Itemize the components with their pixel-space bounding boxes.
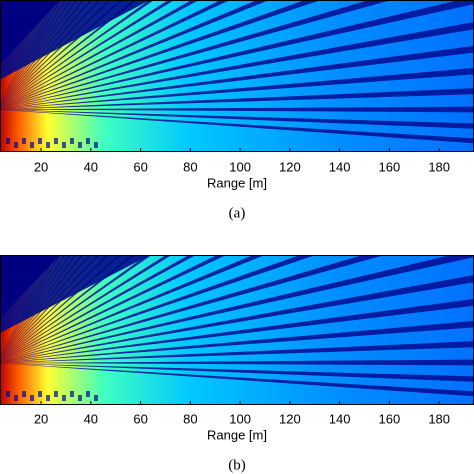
dark-stripe bbox=[0, 0, 321, 109]
caption: (a) bbox=[229, 205, 246, 221]
dark-stripe bbox=[0, 0, 392, 109]
x-tick-label: 40 bbox=[84, 159, 98, 174]
x-tick-label: 100 bbox=[229, 159, 251, 174]
dark-stripe bbox=[0, 67, 474, 110]
x-tick-label: 180 bbox=[428, 159, 450, 174]
near-field bbox=[22, 391, 26, 397]
x-tick-label: 80 bbox=[183, 159, 197, 174]
near-field bbox=[62, 142, 66, 148]
dark-stripe bbox=[0, 0, 112, 106]
near-field bbox=[30, 142, 34, 148]
dark-region bbox=[0, 255, 60, 318]
dark-stripe bbox=[0, 109, 474, 144]
dark-stripe bbox=[0, 0, 155, 107]
x-tick-label: 140 bbox=[329, 159, 351, 174]
near-field bbox=[6, 391, 10, 397]
x-tick-label: 40 bbox=[84, 411, 98, 426]
dark-stripe bbox=[0, 341, 474, 363]
x-tick-label: 180 bbox=[428, 411, 450, 426]
dark-stripe bbox=[0, 109, 474, 129]
dark-stripe bbox=[0, 22, 474, 109]
near-field bbox=[6, 138, 10, 144]
near-field bbox=[38, 391, 42, 397]
x-tick-label: 140 bbox=[329, 411, 351, 426]
dark-stripe bbox=[0, 320, 474, 363]
dark-region bbox=[0, 0, 60, 65]
near-field bbox=[86, 138, 90, 144]
dark-stripe bbox=[0, 255, 385, 362]
near-field bbox=[38, 138, 42, 144]
dark-stripe bbox=[0, 0, 138, 107]
dark-stripe bbox=[0, 363, 474, 382]
heatmap bbox=[0, 255, 474, 405]
x-axis-label: Range [m] bbox=[207, 427, 267, 442]
dark-stripe bbox=[0, 255, 265, 362]
x-tick-label: 80 bbox=[183, 411, 197, 426]
near-field bbox=[86, 391, 90, 397]
dark-stripe bbox=[0, 45, 474, 109]
near-field bbox=[22, 138, 26, 144]
near-field bbox=[70, 138, 74, 144]
near-field bbox=[14, 395, 18, 401]
dark-stripe bbox=[0, 275, 474, 363]
x-tick-label: 160 bbox=[379, 411, 401, 426]
near-field bbox=[46, 142, 50, 148]
x-tick-label: 20 bbox=[34, 159, 48, 174]
dark-stripe bbox=[0, 0, 175, 107]
dark-stripe bbox=[0, 0, 270, 108]
x-tick-label: 20 bbox=[34, 411, 48, 426]
dark-stripe bbox=[0, 106, 474, 113]
near-field bbox=[54, 138, 58, 144]
x-tick-label: 120 bbox=[279, 411, 301, 426]
x-axis-label: Range [m] bbox=[207, 175, 267, 190]
dark-stripe bbox=[0, 255, 196, 361]
dark-stripe bbox=[0, 255, 474, 363]
near-field bbox=[62, 395, 66, 401]
x-tick-label: 160 bbox=[379, 159, 401, 174]
dark-stripe bbox=[0, 255, 316, 362]
near-field bbox=[70, 391, 74, 397]
near-field bbox=[54, 391, 58, 397]
near-field bbox=[30, 395, 34, 401]
near-field bbox=[14, 142, 18, 148]
dark-stripe bbox=[0, 363, 474, 397]
near-field bbox=[94, 142, 98, 148]
near-field bbox=[78, 395, 82, 401]
dark-stripe bbox=[0, 255, 227, 362]
dark-stripe bbox=[0, 255, 110, 360]
dark-stripe bbox=[0, 0, 66, 104]
dark-stripe bbox=[0, 0, 474, 109]
caption: (b) bbox=[228, 457, 246, 473]
x-tick-label: 60 bbox=[133, 159, 147, 174]
dark-stripe bbox=[0, 298, 474, 363]
x-tick-label: 120 bbox=[279, 159, 301, 174]
near-field bbox=[94, 395, 98, 401]
dark-stripe bbox=[0, 0, 230, 108]
heatmap bbox=[0, 0, 474, 152]
dark-stripe bbox=[0, 0, 200, 108]
x-tick-label: 100 bbox=[229, 411, 251, 426]
dark-stripe bbox=[0, 255, 77, 358]
dark-stripe bbox=[0, 88, 474, 110]
near-field bbox=[46, 395, 50, 401]
dark-stripe bbox=[0, 255, 136, 360]
dark-stripe bbox=[0, 359, 474, 366]
x-tick-label: 60 bbox=[133, 411, 147, 426]
dark-stripe bbox=[0, 255, 172, 361]
near-field bbox=[78, 142, 82, 148]
dark-stripe bbox=[0, 255, 152, 361]
